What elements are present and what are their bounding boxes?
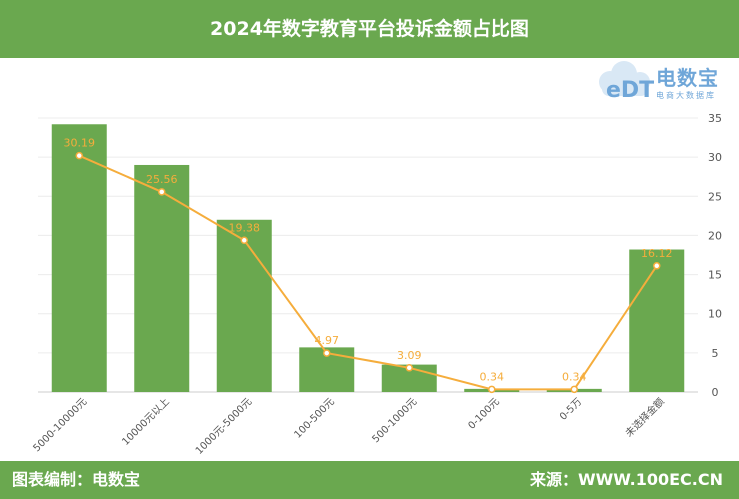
data-label: 30.19 [64, 137, 96, 150]
x-tick-label: 未选择金额 [622, 395, 667, 440]
logo-mark-text: eDT [606, 78, 654, 103]
logo-mark: eDT [599, 61, 654, 103]
line-point [570, 385, 578, 394]
line-series [78, 154, 658, 391]
x-tick-label: 1000元-5000元 [194, 396, 254, 456]
page-title: 2024年数字教育平台投诉金额占比图 [210, 18, 529, 40]
data-label: 19.38 [229, 221, 261, 234]
cloud-icon [599, 61, 650, 96]
header-bar [0, 0, 739, 58]
footer-source: 来源：WWW.100EC.CN [529, 470, 723, 489]
data-label: 3.09 [397, 349, 422, 362]
bar-line-chart: 0 5 10 15 20 25 30 35% 30.19 25.56 19.38 4.97 3.09 0.… [31, 100, 722, 457]
footer-bar: 图表编制：电数宝 来源：WWW.100EC.CN [0, 461, 739, 499]
x-tick-label: 10000元以上 [120, 396, 172, 448]
footer-credit: 图表编制：电数宝 [12, 470, 141, 489]
data-label: 0.34 [562, 370, 587, 383]
y-tick-label: 10 [708, 308, 722, 321]
logo-subtitle: 电商大数据库 [656, 91, 716, 100]
x-tick-label: 5000-10000元 [31, 396, 89, 454]
x-tick-label: 0-100元 [466, 396, 501, 431]
y-tick-label: 15 [708, 269, 722, 282]
y-tick-label: 5 [712, 347, 719, 360]
line-point [488, 385, 496, 394]
y-tick-label: 25 [708, 190, 722, 203]
x-tick-label: 500-1000元 [370, 396, 419, 445]
bar [629, 249, 685, 392]
line-point [240, 236, 248, 245]
y-tick-label: 20 [708, 229, 722, 242]
bar [134, 164, 190, 392]
line-point [405, 364, 413, 372]
line-point [653, 262, 661, 270]
line-point [75, 151, 83, 160]
bar [51, 124, 107, 393]
data-label: 4.97 [315, 334, 340, 347]
x-tick-label: 100-500元 [292, 396, 336, 440]
bar [216, 219, 272, 392]
data-label: 0.34 [480, 370, 505, 383]
y-tick-label: 35 [708, 112, 722, 125]
line-point [323, 349, 331, 357]
data-label: 25.56 [146, 173, 178, 186]
logo-name: 电数宝 [656, 66, 719, 90]
y-tick-label: 0 [712, 386, 719, 399]
data-label: 16.12 [641, 247, 673, 260]
line-point [158, 188, 166, 196]
y-axis-unit: % [701, 100, 711, 103]
x-tick-label: 0-5万 [558, 396, 584, 422]
y-tick-label: 30 [708, 151, 722, 164]
